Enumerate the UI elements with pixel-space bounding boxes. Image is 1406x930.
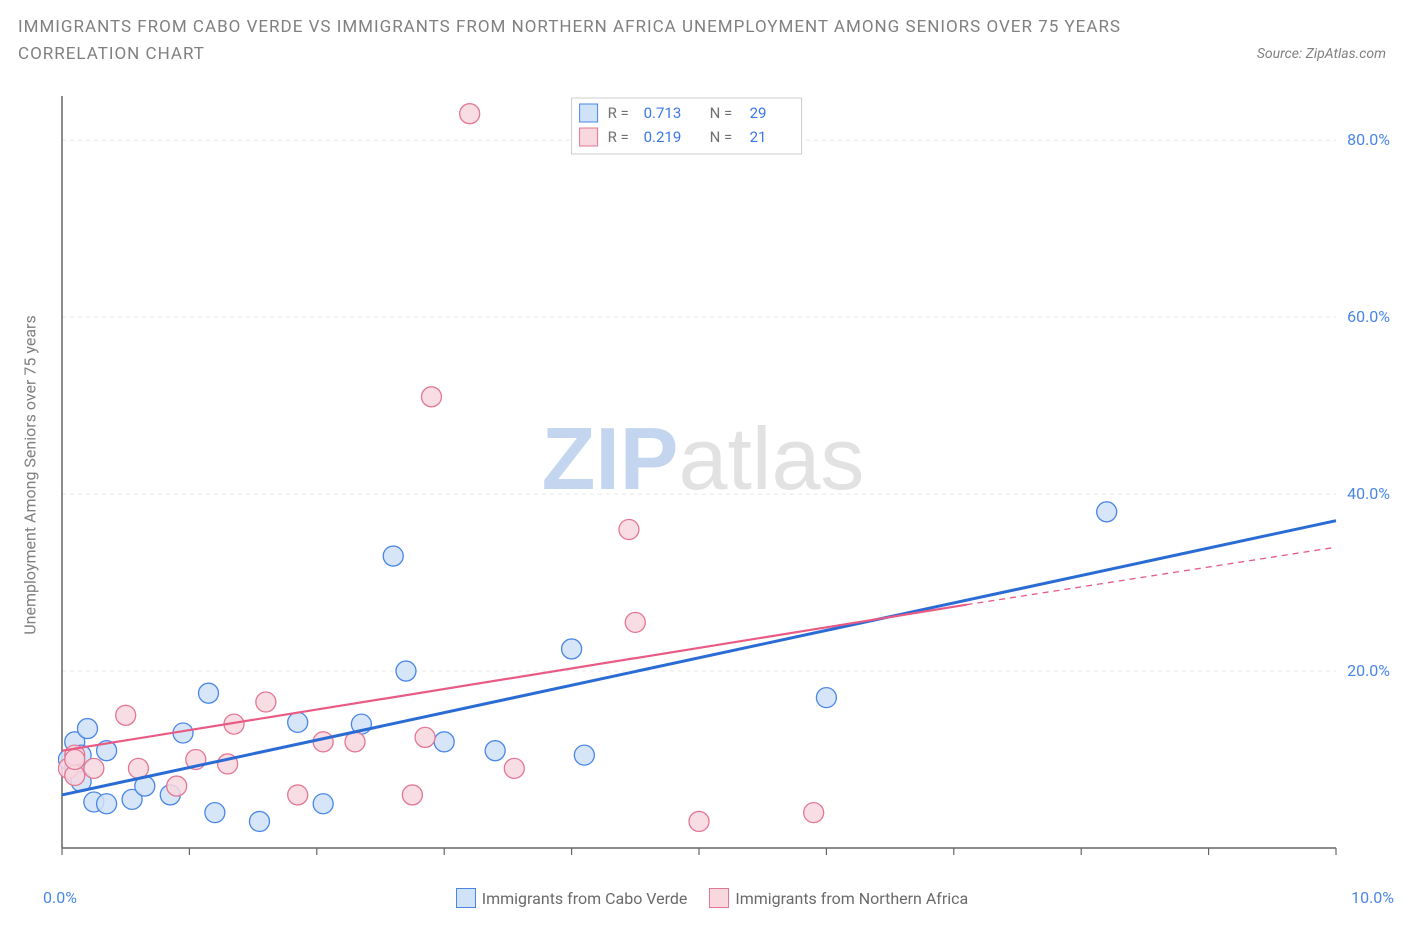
legend-n-value: 21 xyxy=(750,128,767,146)
data-point xyxy=(84,758,104,778)
data-point xyxy=(205,803,225,823)
series-legend: Immigrants from Cabo Verde Immigrants fr… xyxy=(0,888,1406,908)
legend-swatch-northern-africa xyxy=(709,888,729,908)
data-point xyxy=(65,750,85,770)
data-point xyxy=(402,785,422,805)
legend-swatch xyxy=(580,128,598,146)
data-point xyxy=(116,705,136,725)
correlation-legend-box xyxy=(572,98,802,154)
data-point xyxy=(562,639,582,659)
y-axis-label: Unemployment Among Seniors over 75 years xyxy=(21,315,40,634)
legend-label-northern-africa: Immigrants from Northern Africa xyxy=(735,889,968,908)
data-point xyxy=(77,719,97,739)
data-point xyxy=(421,387,441,407)
data-point xyxy=(396,661,416,681)
data-point xyxy=(415,727,435,747)
data-point xyxy=(256,692,276,712)
svg-text:40.0%: 40.0% xyxy=(1347,484,1390,503)
data-point xyxy=(199,683,219,703)
data-point xyxy=(485,741,505,761)
svg-text:N =: N = xyxy=(710,104,733,122)
data-point xyxy=(128,758,148,778)
svg-text:R =: R = xyxy=(608,104,629,122)
data-point xyxy=(460,104,480,124)
chart-container: Unemployment Among Seniors over 75 years… xyxy=(0,90,1406,910)
svg-text:80.0%: 80.0% xyxy=(1347,130,1390,149)
data-point xyxy=(288,785,308,805)
data-point xyxy=(249,811,269,831)
data-point xyxy=(1097,502,1117,522)
data-point xyxy=(804,803,824,823)
data-point xyxy=(167,776,187,796)
data-point xyxy=(504,758,524,778)
data-point xyxy=(313,732,333,752)
legend-label-cabo-verde: Immigrants from Cabo Verde xyxy=(482,889,688,908)
legend-n-value: 29 xyxy=(750,104,767,122)
source-attribution: Source: ZipAtlas.com xyxy=(1257,46,1386,62)
data-point xyxy=(288,712,308,732)
svg-text:R =: R = xyxy=(608,128,629,146)
legend-r-value: 0.713 xyxy=(644,104,682,122)
regression-line xyxy=(62,605,967,751)
chart-title-line2: CORRELATION CHART xyxy=(18,41,1386,68)
data-point xyxy=(816,688,836,708)
svg-text:N =: N = xyxy=(710,128,733,146)
data-point xyxy=(619,520,639,540)
data-point xyxy=(689,811,709,831)
data-point xyxy=(97,794,117,814)
svg-text:20.0%: 20.0% xyxy=(1347,661,1390,680)
legend-r-value: 0.219 xyxy=(644,128,682,146)
data-point xyxy=(574,745,594,765)
correlation-scatter-plot: 20.0% 40.0% 60.0% 80.0% R = 0.713 N = 29 R = 0.21… xyxy=(58,90,1404,880)
chart-title-line1: IMMIGRANTS FROM CABO VERDE VS IMMIGRANTS… xyxy=(18,14,1386,41)
legend-swatch xyxy=(580,104,598,122)
regression-line xyxy=(62,521,1336,795)
data-point xyxy=(625,612,645,632)
svg-text:60.0%: 60.0% xyxy=(1347,307,1390,326)
data-point xyxy=(434,732,454,752)
data-point xyxy=(383,546,403,566)
data-point xyxy=(313,794,333,814)
regression-line-extrapolated xyxy=(967,547,1336,605)
legend-swatch-cabo-verde xyxy=(456,888,476,908)
chart-header: IMMIGRANTS FROM CABO VERDE VS IMMIGRANTS… xyxy=(18,14,1386,68)
